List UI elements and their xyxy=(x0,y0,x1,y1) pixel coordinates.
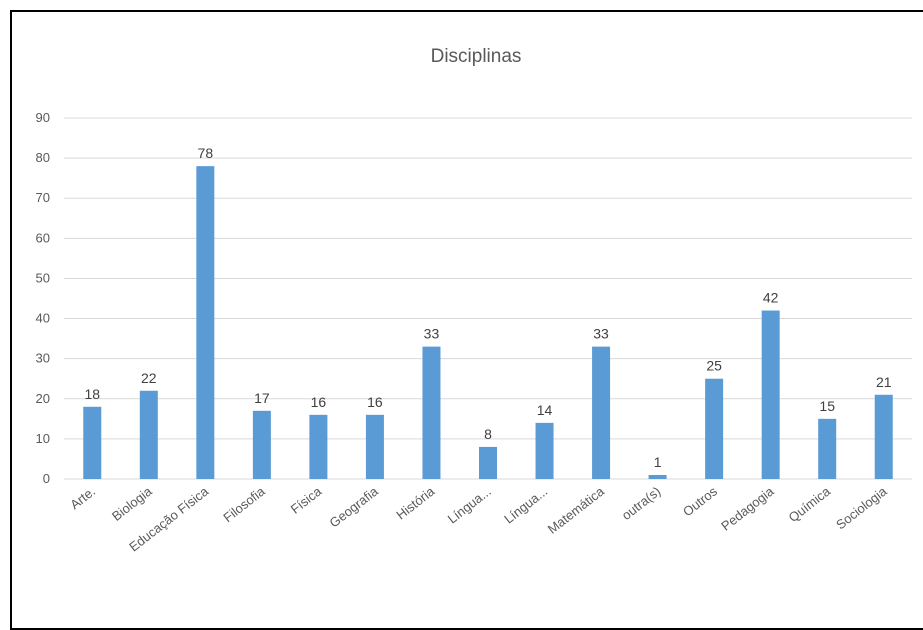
data-label: 15 xyxy=(819,398,835,414)
y-tick-label: 20 xyxy=(36,391,50,406)
bar xyxy=(535,422,554,479)
data-label: 16 xyxy=(311,394,327,410)
y-tick-label: 30 xyxy=(36,351,50,366)
x-tick-label: Língua... xyxy=(445,484,494,527)
data-label: 22 xyxy=(141,370,157,386)
y-axis-ticks: 0 10 20 30 40 50 60 70 80 90 xyxy=(36,110,50,486)
bar xyxy=(83,406,102,479)
y-tick-label: 0 xyxy=(43,471,50,486)
bar xyxy=(139,390,158,479)
x-tick-label: Geografia xyxy=(327,483,382,530)
x-tick-label: Química xyxy=(786,483,834,525)
x-tick-label: Outros xyxy=(680,483,720,519)
bar xyxy=(761,310,780,479)
data-label: 8 xyxy=(484,426,492,442)
bar xyxy=(874,394,893,479)
x-tick-label: Pedagogia xyxy=(718,483,777,534)
data-label: 42 xyxy=(763,290,779,306)
bar xyxy=(422,346,441,479)
y-tick-label: 60 xyxy=(36,230,50,245)
data-label: 21 xyxy=(876,374,892,390)
x-tick-label: Arte. xyxy=(67,484,98,513)
y-tick-label: 80 xyxy=(36,150,50,165)
x-tick-label: Física xyxy=(288,483,325,517)
x-tick-label: Filosofia xyxy=(220,483,268,525)
bars xyxy=(83,166,893,479)
bar xyxy=(309,414,328,479)
y-tick-label: 50 xyxy=(36,270,50,285)
bar xyxy=(705,378,724,479)
data-label: 18 xyxy=(84,386,100,402)
data-label: 78 xyxy=(198,145,214,161)
data-label: 25 xyxy=(706,358,722,374)
y-tick-label: 90 xyxy=(36,110,50,125)
data-label: 17 xyxy=(254,390,270,406)
data-label: 33 xyxy=(593,326,609,342)
data-label: 16 xyxy=(367,394,383,410)
data-label: 1 xyxy=(654,454,662,470)
data-labels: 18 22 78 17 16 16 33 8 14 33 1 25 42 15 21 xyxy=(84,145,891,470)
y-tick-label: 10 xyxy=(36,431,50,446)
x-tick-label: Biologia xyxy=(109,483,155,524)
x-tick-label: Sociologia xyxy=(833,483,890,532)
chart-frame: Disciplinas 0 10 20 30 40 50 60 70 80 90 18 22 78 17… xyxy=(10,10,923,630)
x-tick-label: Matemática xyxy=(545,483,608,537)
data-label: 14 xyxy=(537,402,553,418)
bar xyxy=(592,346,611,479)
x-tick-label: Língua... xyxy=(501,484,550,527)
bar xyxy=(365,414,384,479)
x-tick-label: outra(s) xyxy=(619,484,664,523)
bar xyxy=(252,410,271,479)
data-label: 33 xyxy=(424,326,440,342)
bar xyxy=(479,446,497,479)
chart-title: Disciplinas xyxy=(431,46,522,67)
bar xyxy=(196,166,215,479)
bar xyxy=(818,418,837,479)
y-tick-label: 40 xyxy=(36,311,50,326)
gridlines xyxy=(64,117,912,480)
y-tick-label: 70 xyxy=(36,190,50,205)
bar xyxy=(648,474,667,479)
x-tick-label: História xyxy=(393,483,438,522)
